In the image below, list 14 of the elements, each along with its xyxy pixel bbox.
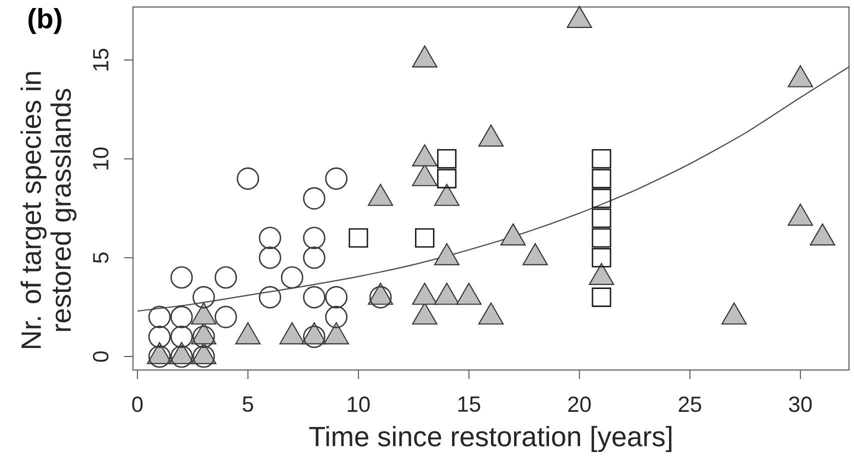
x-tick-label: 10 — [348, 396, 370, 412]
x-axis-title: Time since restoration [years] — [309, 426, 672, 452]
y-tick-label: 5 — [93, 252, 108, 263]
x-tick-label: 25 — [678, 396, 702, 412]
x-tick-label: 0 — [132, 396, 143, 412]
y-axis-title: Nr. of target species in restored grasslands — [20, 72, 76, 348]
y-tick-label: 0 — [92, 351, 108, 362]
y-tick-label: 10 — [92, 148, 108, 170]
x-tick-label: 15 — [458, 396, 480, 412]
y-tick-label: 15 — [93, 48, 108, 70]
x-tick-label: 20 — [568, 396, 591, 412]
x-tick-label: 5 — [242, 396, 254, 412]
chart-title: (b) — [28, 8, 62, 34]
x-tick-label: 30 — [789, 396, 812, 412]
